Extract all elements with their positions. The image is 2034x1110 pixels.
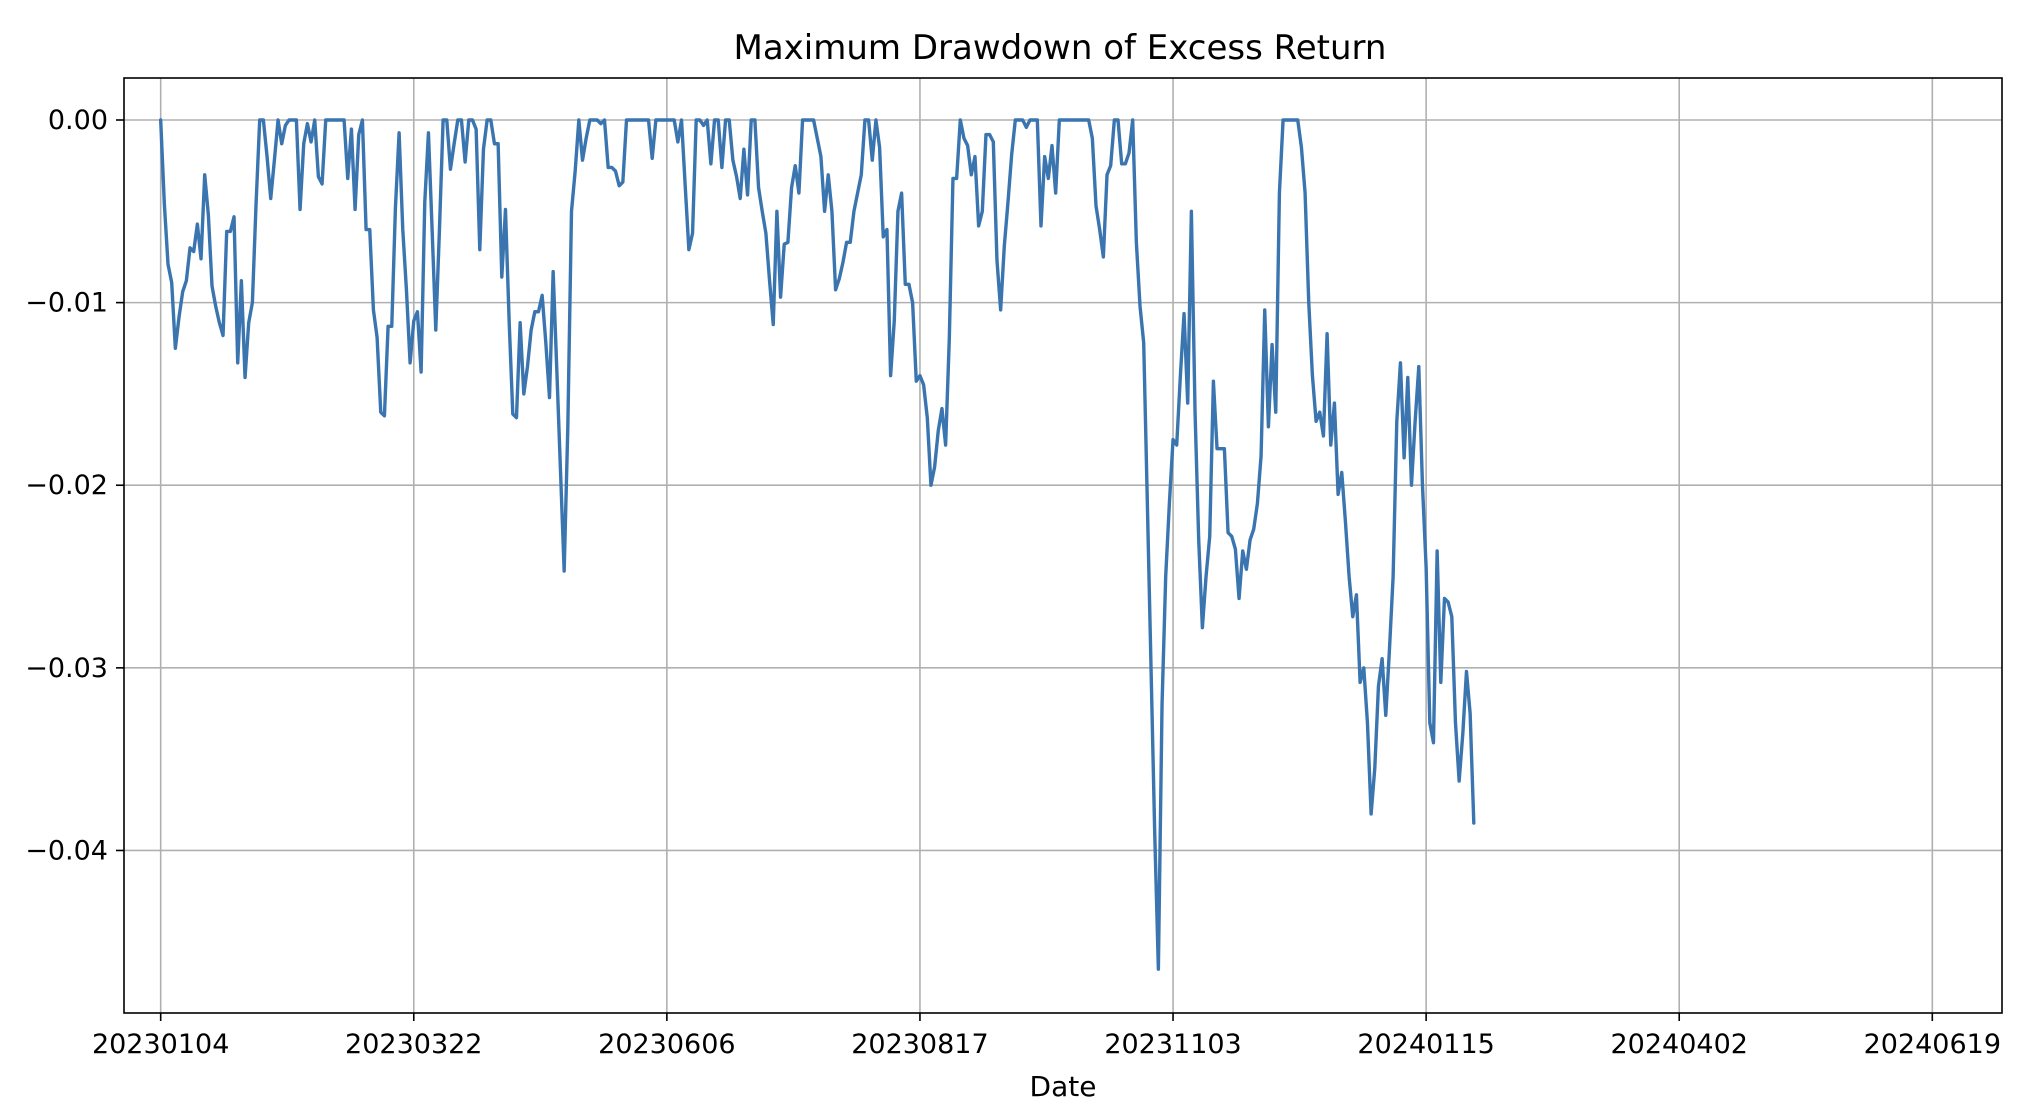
x-tick-label: 20240115 [1357, 1029, 1494, 1060]
y-tick-label: 0.00 [48, 105, 108, 136]
x-tick-label: 20230322 [345, 1029, 482, 1060]
y-tick-label: −0.04 [25, 835, 108, 866]
y-tick-label: −0.02 [25, 470, 108, 501]
x-tick-label: 20231103 [1104, 1029, 1241, 1060]
axis-ticks: 20230104 20230322 20230606 20230817 20231103… [25, 105, 2001, 1060]
plot-frame [123, 77, 2003, 1014]
y-tick-label: −0.01 [25, 288, 108, 319]
x-tick-label: 20230606 [598, 1029, 735, 1060]
x-tick-label: 20240619 [1864, 1029, 2001, 1060]
x-tick-label: 20230104 [92, 1029, 229, 1060]
x-tick-label: 20240402 [1611, 1029, 1748, 1060]
series-layer [158, 118, 1476, 971]
drawdown-series-line [158, 118, 1476, 971]
y-tick-label: −0.03 [25, 653, 108, 684]
x-tick-label: 20230817 [851, 1029, 988, 1060]
x-axis-label: Date [1030, 1070, 1097, 1103]
chart-title: Maximum Drawdown of Excess Return [734, 28, 1387, 68]
